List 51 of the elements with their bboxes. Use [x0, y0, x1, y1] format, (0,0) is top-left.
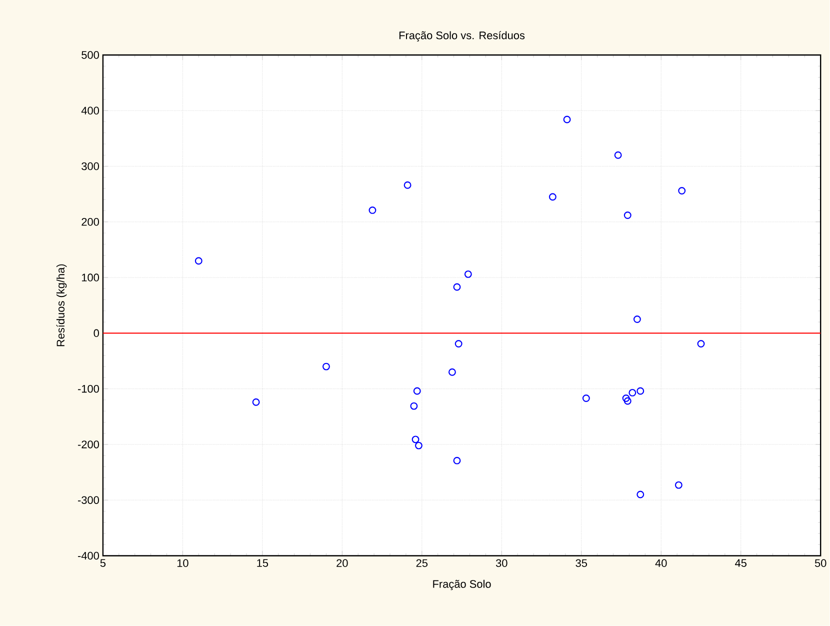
- point: [636, 490, 644, 498]
- point: [614, 152, 622, 160]
- x-tick-label: 45: [735, 559, 746, 568]
- point: [628, 389, 636, 397]
- x-tick-label: 35: [576, 559, 588, 568]
- point: [548, 193, 556, 201]
- point: [404, 182, 412, 190]
- point: [678, 187, 686, 195]
- x-tick-label: 50: [814, 559, 826, 568]
- point: [582, 394, 590, 402]
- x-tick-label: 40: [655, 559, 667, 568]
- x-tick-label: 10: [177, 559, 188, 568]
- point: [368, 206, 376, 214]
- chart-title: Fração Solo vs. Resíduos: [399, 31, 525, 42]
- y-tick-label: 500: [82, 51, 99, 60]
- point: [412, 436, 420, 444]
- point: [624, 212, 632, 220]
- x-tick-label: 15: [257, 559, 268, 568]
- y-tick-label: 0: [94, 329, 99, 338]
- x-tick-label: 30: [496, 559, 508, 568]
- point: [448, 368, 456, 376]
- point: [697, 340, 705, 348]
- point: [622, 394, 630, 402]
- point: [464, 270, 472, 278]
- y-tick-label: -200: [78, 440, 99, 448]
- x-tick-label: 25: [416, 559, 428, 568]
- point: [563, 116, 571, 124]
- point: [453, 283, 461, 291]
- y-tick-label: 200: [82, 218, 99, 226]
- point: [674, 481, 682, 489]
- y-tick-label: -300: [78, 496, 99, 504]
- point: [453, 457, 461, 464]
- y-axis-title: Resíduos (kg/ha): [56, 264, 67, 346]
- x-tick-label: 5: [100, 559, 106, 568]
- point: [624, 397, 632, 405]
- x-tick-label: 20: [336, 559, 348, 568]
- y-tick-label: -400: [78, 552, 99, 560]
- point: [636, 387, 644, 395]
- point: [633, 316, 641, 324]
- y-tick-label: 300: [82, 162, 99, 170]
- point: [252, 398, 260, 406]
- y-tick-label: 100: [82, 274, 99, 282]
- y-tick-label: 400: [81, 106, 99, 115]
- point: [194, 257, 202, 265]
- point: [454, 340, 462, 348]
- point: [414, 442, 422, 450]
- x-axis-title: Fração Solo: [433, 580, 491, 590]
- point: [322, 362, 330, 370]
- y-tick-label: -100: [78, 385, 99, 393]
- point: [413, 387, 421, 395]
- point: [410, 402, 418, 410]
